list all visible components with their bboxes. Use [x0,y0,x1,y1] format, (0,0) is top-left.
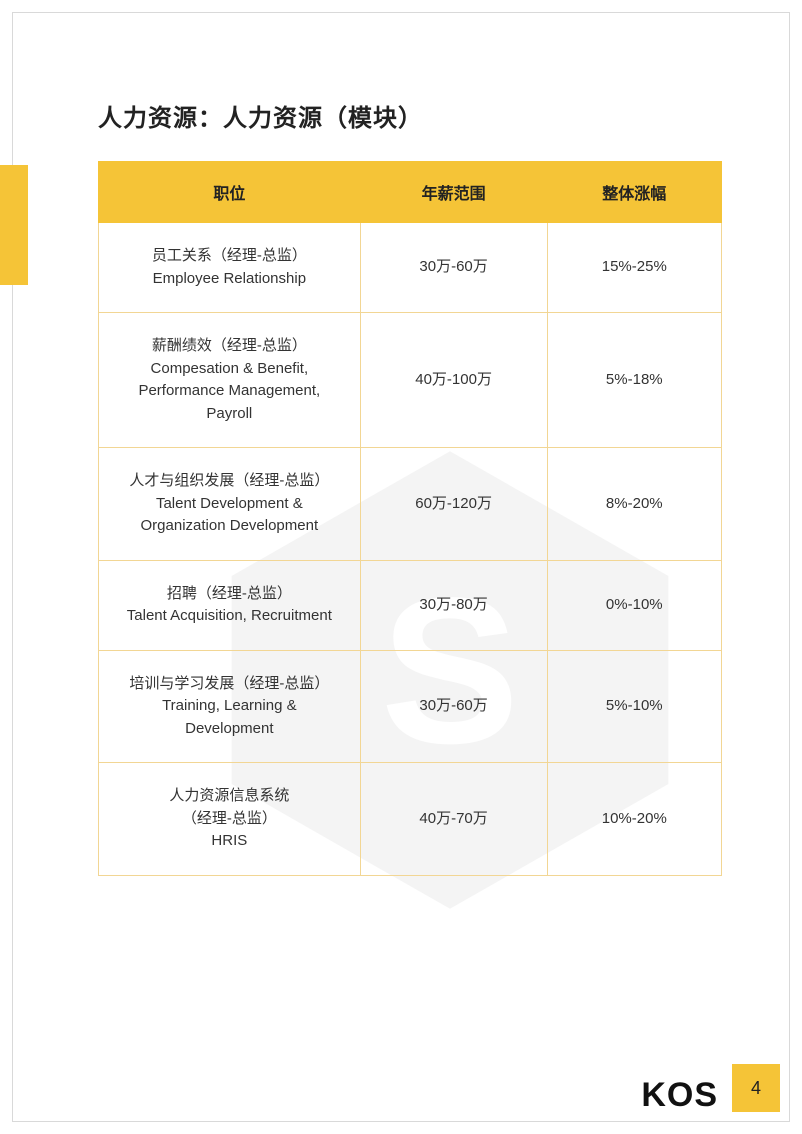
cell-salary: 30万-60万 [360,223,547,313]
cell-increase: 10%-20% [547,763,721,876]
cell-position: 人力资源信息系统（经理-总监）HRIS [99,763,361,876]
cell-increase: 15%-25% [547,223,721,313]
table-body: 员工关系（经理-总监）Employee Relationship30万-60万1… [99,223,722,876]
cell-increase: 5%-10% [547,650,721,763]
cell-position: 招聘（经理-总监）Talent Acquisition, Recruitment [99,560,361,650]
cell-salary: 30万-60万 [360,650,547,763]
salary-table: 职位 年薪范围 整体涨幅 员工关系（经理-总监）Employee Relatio… [98,161,722,876]
page-number: 4 [732,1064,780,1112]
footer: KOS 4 [641,1064,780,1112]
cell-salary: 30万-80万 [360,560,547,650]
cell-position: 员工关系（经理-总监）Employee Relationship [99,223,361,313]
side-accent-block [0,165,28,285]
cell-increase: 0%-10% [547,560,721,650]
table-row: 招聘（经理-总监）Talent Acquisition, Recruitment… [99,560,722,650]
cell-increase: 5%-18% [547,313,721,448]
table-row: 薪酬绩效（经理-总监）Compesation & Benefit,Perform… [99,313,722,448]
cell-position: 人才与组织发展（经理-总监）Talent Development &Organi… [99,448,361,561]
cell-position: 薪酬绩效（经理-总监）Compesation & Benefit,Perform… [99,313,361,448]
page-title: 人力资源：人力资源（模块） [98,98,722,133]
table-row: 培训与学习发展（经理-总监）Training, Learning &Develo… [99,650,722,763]
cell-salary: 40万-100万 [360,313,547,448]
cell-increase: 8%-20% [547,448,721,561]
table-row: 员工关系（经理-总监）Employee Relationship30万-60万1… [99,223,722,313]
cell-salary: 40万-70万 [360,763,547,876]
cell-position: 培训与学习发展（经理-总监）Training, Learning &Develo… [99,650,361,763]
table-row: 人才与组织发展（经理-总监）Talent Development &Organi… [99,448,722,561]
col-position: 职位 [99,162,361,223]
brand-logo: KOS [641,1078,718,1112]
table-row: 人力资源信息系统（经理-总监）HRIS40万-70万10%-20% [99,763,722,876]
col-increase: 整体涨幅 [547,162,721,223]
cell-salary: 60万-120万 [360,448,547,561]
table-header-row: 职位 年薪范围 整体涨幅 [99,162,722,223]
col-salary: 年薪范围 [360,162,547,223]
